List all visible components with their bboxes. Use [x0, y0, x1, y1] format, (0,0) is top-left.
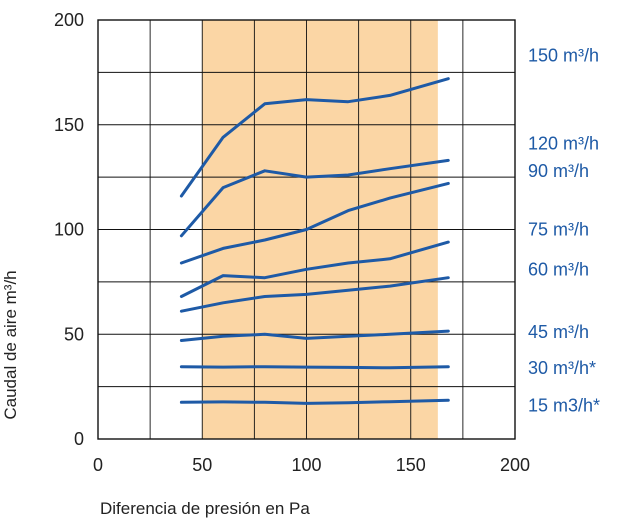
series-line [179, 329, 450, 342]
x-tick-label: 0 [93, 455, 103, 475]
series-line [179, 181, 450, 265]
x-tick-label: 50 [192, 455, 212, 475]
y-axis-title: Caudal de aire m³/h [1, 270, 20, 419]
y-tick-label: 50 [64, 324, 84, 344]
series-label: 75 m³/h [528, 220, 589, 240]
series-label: 90 m³/h [528, 161, 589, 181]
series-label: 120 m³/h [528, 134, 599, 154]
series-label: 60 m³/h [528, 259, 589, 279]
series-lines [179, 77, 450, 405]
y-tick-label: 200 [54, 10, 84, 30]
x-tick-label: 200 [500, 455, 530, 475]
x-tick-label: 150 [396, 455, 426, 475]
x-tick-label: 100 [291, 455, 321, 475]
series-line [179, 398, 450, 405]
series-label: 150 m³/h [528, 46, 599, 66]
y-tick-label: 100 [54, 220, 84, 240]
y-tick-label: 150 [54, 115, 84, 135]
y-tick-label: 0 [74, 429, 84, 449]
series-line [179, 276, 450, 313]
series-line [179, 158, 450, 238]
series-labels: 150 m³/h 120 m³/h 90 m³/h 75 m³/h 60 m³/h 45 … [528, 46, 600, 416]
series-label: 45 m³/h [528, 322, 589, 342]
series-label: 15 m3/h* [528, 395, 600, 415]
series-label: 30 m³/h* [528, 358, 596, 378]
series-line [179, 365, 450, 370]
x-axis-title: Diferencia de presión en Pa [100, 499, 310, 518]
x-ticks: 0 50 100 150 200 [93, 455, 530, 475]
y-ticks: 0 50 100 150 200 [54, 10, 84, 449]
plot-frame [97, 19, 516, 440]
series-line [179, 240, 450, 298]
series-line [179, 77, 450, 198]
